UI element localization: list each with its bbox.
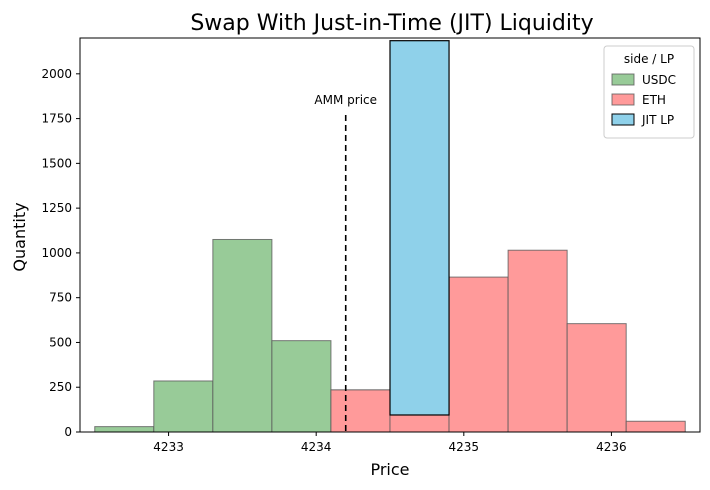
bar-eth-0 [330,389,391,433]
y-axis-label: Quantity [10,202,29,271]
y-tick-label-750: 750 [49,291,72,305]
chart-title: Swap With Just-in-Time (JIT) Liquidity [190,11,593,36]
legend-swatch-usdc [611,73,635,86]
y-tick-label-500: 500 [49,335,72,349]
axes-group: 4233 4234 4235 4236 0 250 500 750 1000 1250 1500 17… [41,37,701,454]
x-tick-label-4233: 4233 [153,440,184,454]
bar-eth-2 [448,276,509,433]
legend-title: side / LP [624,52,674,66]
bars-group [94,40,686,433]
x-tick-label-4235: 4235 [449,440,480,454]
y-tick-label-250: 250 [49,380,72,394]
legend-label-eth: ETH [642,93,666,107]
y-tick-label-1250: 1250 [41,201,72,215]
bar-usdc-2 [212,238,273,433]
legend-label-jit-lp: JIT LP [641,113,674,127]
bar-jit-lp-0 [389,40,450,416]
x-tick-label-4234: 4234 [301,440,332,454]
bar-eth-4 [566,323,627,433]
annotations-group: AMM price [314,93,377,432]
y-tick-label-1000: 1000 [41,246,72,260]
plot-frame [79,37,701,433]
bar-eth-3 [507,249,568,433]
y-tick-label-0: 0 [64,425,72,439]
amm-price-label: AMM price [314,93,377,107]
y-tick-label-1500: 1500 [41,156,72,170]
y-tick-label-1750: 1750 [41,112,72,126]
bar-eth-5 [625,420,686,433]
bar-usdc-3 [271,340,332,433]
legend-swatch-jit-lp [611,113,635,126]
bar-usdc-0 [94,426,155,433]
bar-usdc-1 [153,380,214,433]
legend-swatch-eth [611,93,635,106]
legend-label-usdc: USDC [642,73,676,87]
x-axis-label: Price [370,460,409,479]
x-tick-label-4236: 4236 [596,440,627,454]
bar-eth-1 [389,414,450,433]
y-tick-label-2000: 2000 [41,67,72,81]
legend: side / LP USDC ETH JIT LP [603,45,695,139]
